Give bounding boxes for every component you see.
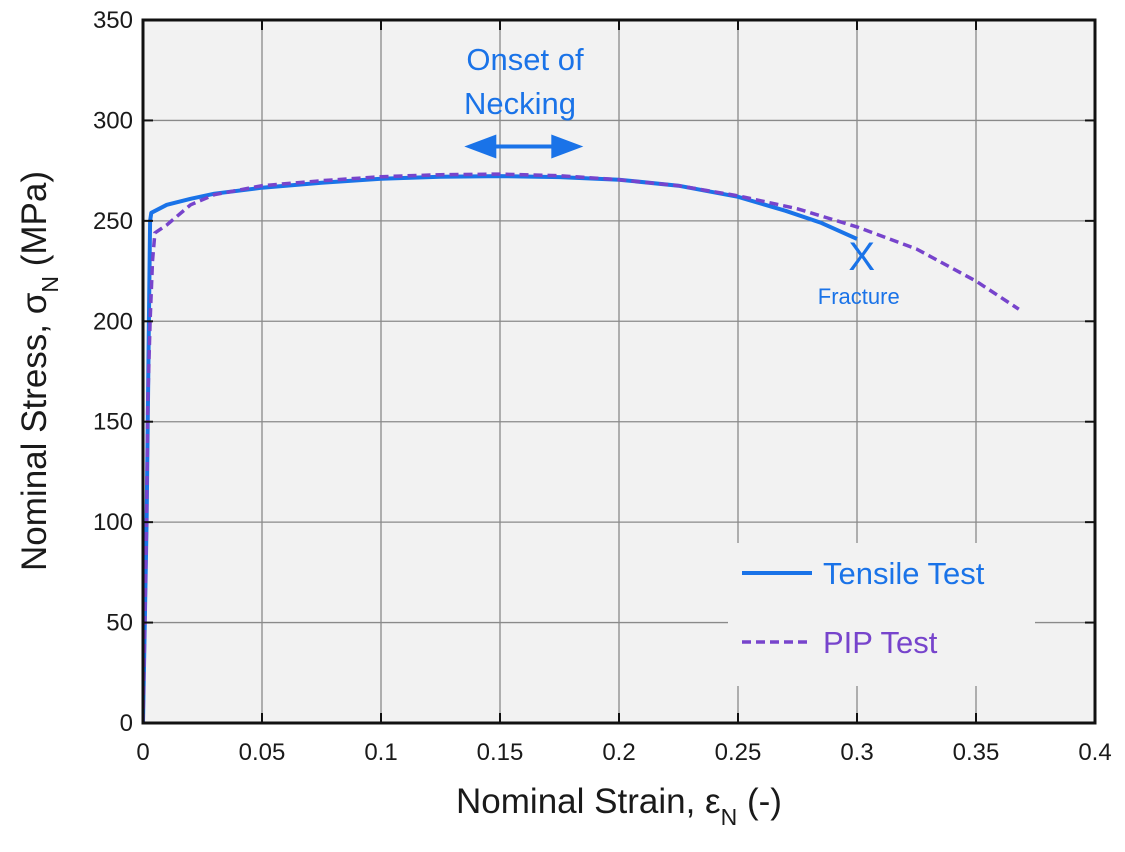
y-axis-subscript: N [37, 276, 63, 293]
tick-marks [142, 19, 1096, 724]
x-tick-label: 0.3 [840, 739, 873, 766]
legend-label-pip-test: PIP Test [823, 625, 938, 660]
series-layer [143, 172, 1020, 723]
y-axis-label: Nominal Stress, σN (MPa) [15, 171, 63, 571]
y-tick-label: 100 [93, 509, 133, 536]
y-tick-label: 200 [93, 308, 133, 335]
legend-box [728, 543, 1035, 686]
legend: Tensile Test PIP Test [742, 556, 985, 660]
x-tick-label: 0.05 [239, 739, 286, 766]
necking-label-line1: Onset of [466, 42, 584, 77]
tick-labels: 0 0.05 0.1 0.15 0.2 0.25 0.3 0.35 0.4 0 50 100 150 20… [93, 7, 1112, 766]
series-line-pip-test [143, 172, 1020, 723]
fracture-marker: X [848, 235, 875, 279]
x-tick-label: 0.35 [953, 739, 1000, 766]
y-tick-label: 0 [120, 710, 133, 737]
x-tick-label: 0 [136, 739, 149, 766]
series-line-tensile-test [143, 174, 858, 723]
grid-lines [143, 20, 1095, 723]
x-axis-label-text: Nominal Strain, [456, 782, 705, 821]
y-tick-label: 50 [106, 610, 133, 637]
y-tick-label: 350 [93, 7, 133, 34]
y-tick-label: 150 [93, 409, 133, 436]
fracture-label: Fracture [818, 284, 900, 309]
y-tick-label: 300 [93, 107, 133, 134]
y-axis-symbol: σ [15, 292, 54, 314]
x-axis-symbol: ε [705, 782, 721, 821]
legend-label-tensile-test: Tensile Test [823, 556, 985, 591]
x-tick-label: 0.15 [477, 739, 524, 766]
x-axis-subscript: N [721, 804, 738, 830]
x-tick-label: 0.4 [1078, 739, 1111, 766]
necking-arrow-left-head [464, 134, 497, 159]
annotations: Onset of Necking X Fracture [464, 42, 900, 309]
x-axis-label: Nominal Strain, εN (-) [456, 782, 782, 830]
legend-background [728, 543, 1035, 686]
necking-label-line2: Necking [464, 86, 576, 121]
y-axis-unit: (MPa) [15, 171, 54, 276]
x-tick-label: 0.2 [602, 739, 635, 766]
y-tick-label: 250 [93, 208, 133, 235]
x-tick-label: 0.25 [715, 739, 762, 766]
y-axis-label-text: Nominal Stress, [15, 314, 54, 571]
x-axis-unit: (-) [737, 782, 782, 821]
necking-arrow-right-head [551, 134, 584, 159]
x-tick-label: 0.1 [364, 739, 397, 766]
